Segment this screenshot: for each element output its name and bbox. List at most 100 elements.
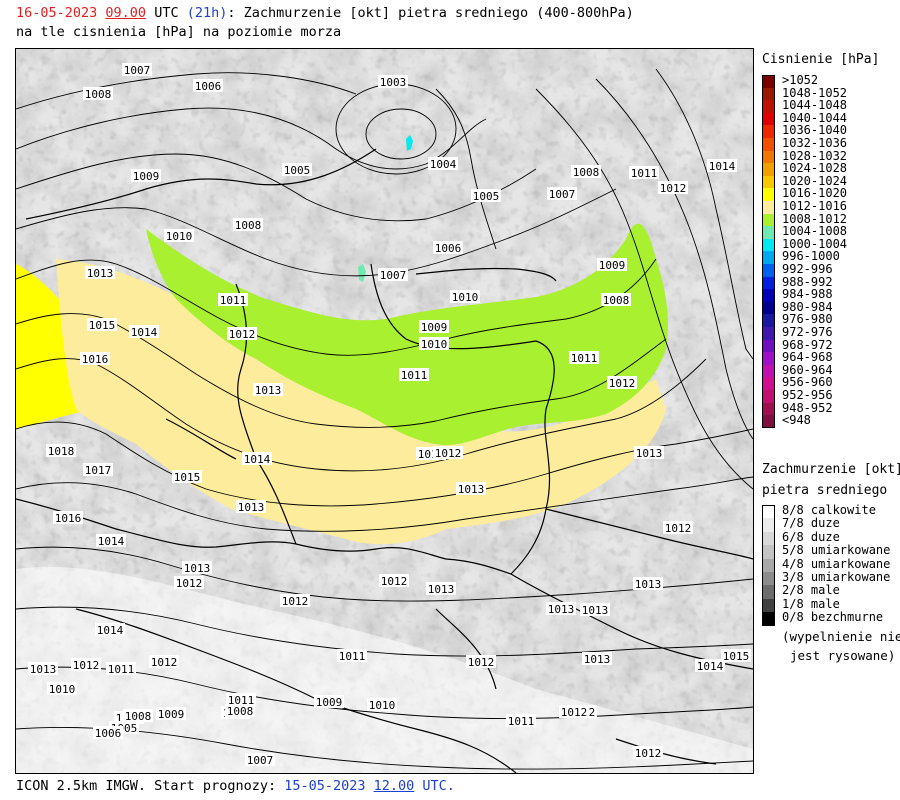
isobar-label: 1008 [571,165,601,179]
pressure-legend-label: 948-952 [782,400,833,415]
isobar-label-box [28,662,58,675]
pressure-legend-swatch [762,188,775,201]
isobar-label-text: 1014 [98,535,125,548]
isobar-label-text: 1012 [151,656,178,669]
isobar-label: 1011 [337,649,367,663]
isobar-label-box [721,649,751,662]
isobar-label-box [227,327,257,340]
isobar-label-box [280,594,310,607]
isobar-label: 1010 [47,682,77,696]
pressure-legend-label: 1020-1024 [782,173,848,188]
isobar-label-box [149,655,179,668]
pressure-legend-label: 976-980 [782,312,833,327]
isobar-label-text: 1012 [435,447,462,460]
cloud-legend-swatch [762,558,775,572]
isobar-label-text: 1006 [95,727,122,740]
cloud-legend-subtitle: pietra sredniego [762,483,888,498]
pressure-legend-item: 956-960 [762,375,900,390]
isobar-label-box [337,649,367,662]
isobar-label-text: 1014 [97,624,124,637]
isobar-label: 1006 [193,79,223,93]
isobar-label-text: 1012 [609,377,636,390]
cloud-legend-label: 2/8 male [782,583,840,598]
cloud-legend-item: 0/8 bezchmurne [762,611,900,626]
footer-prefix: ICON 2.5km IMGW. Start prognozy: [16,778,285,794]
pressure-legend-item: 952-956 [762,388,900,403]
cloud-legend-item: 4/8 umiarkowane [762,557,900,572]
pressure-legend-item: 988-992 [762,275,900,290]
start-time: 12.00 [373,778,415,794]
isobar-label-text: 1012 [561,706,588,719]
isobar-label-box [419,320,449,333]
isobar-label-box [629,166,659,179]
isobar-label-text: 1012 [381,575,408,588]
lead-open: ( [186,5,195,21]
cloud-legend-label: 5/8 umiarkowane [782,543,891,558]
cloud-legend-title: Zachmurzenie [okt] [762,462,900,477]
isobar-label-text: 1007 [549,188,576,201]
cloud-legend-item: 1/8 male [762,597,900,613]
pressure-legend-label: 952-956 [782,388,833,402]
isobar-label: 1017 [83,463,113,477]
isobar-label: 1008 [233,218,263,232]
forecast-map[interactable]: 1007 1008 1006 1003 1005 1004 1005 1007 1008 1011… [15,48,754,774]
isobar-label: 1009 [597,258,627,272]
isobar-label: 1015 [172,470,202,484]
pressure-legend-item: 992-996 [762,263,900,277]
isobar-label-box [658,181,688,194]
isobar-label: 1004 [428,157,458,171]
isobar-label-box [506,714,536,727]
isobar-label: 1008 [601,293,631,307]
pressure-legend-label: 980-984 [782,299,833,314]
pressure-legend-swatch [762,125,775,138]
isobar-label-text: 1004 [430,158,457,171]
isobar-label-box [569,351,599,364]
isobar-label-text: 1010 [421,338,448,351]
isobar-label-box [164,229,194,242]
isobars [16,68,753,770]
isobar-label-text: 1013 [636,447,663,460]
isobar-label-text: 1009 [316,696,343,709]
isobar-label-box [123,709,153,722]
valid-time: 09.00 [105,5,147,21]
pressure-legend-label: 956-960 [782,375,833,390]
pressure-legend-item: 1008-1012 [762,212,900,227]
lead-time: 21h [194,5,220,21]
isobar-label-text: 1014 [697,660,724,673]
cloud-legend-label: 8/8 calkowite [782,503,876,517]
pressure-legend-swatch [762,364,775,378]
isobar-label-text: 1010 [166,230,193,243]
isobar-label-text: 1005 [473,190,500,203]
pressure-legend-label: 1028-1032 [782,148,848,163]
isobar-label-text: 1008 [85,88,112,101]
pressure-legend-swatch [762,390,775,403]
isobar-label-box [607,376,637,389]
isobar-label: 1010 [419,337,449,351]
isobar-label-box [471,189,501,202]
pressure-legend-item: 1016-1020 [762,187,900,201]
isobar-label-box [253,383,283,396]
isobar-label-box [233,218,263,231]
isobar-label-text: 1006 [195,80,222,93]
pressure-legend-item: 1028-1032 [762,148,900,164]
cloud-legend-swatch [762,505,775,519]
isobar-label-box [182,561,212,574]
isobar-label-box [367,698,397,711]
isobar-label-text: 1011 [571,352,598,365]
pressure-legend-item: 1036-1040 [762,124,900,138]
isobar-label-text: 1016 [82,353,109,366]
pressure-legend-swatch [762,289,775,302]
isobar-label-box [129,325,159,338]
pressure-legend-item: 964-968 [762,351,900,365]
isobar-label-box [559,705,589,718]
pressure-legend-label: 1032-1036 [782,136,848,150]
isobar-label: 1013 [236,500,266,514]
isobar-label: 1011 [218,293,248,307]
isobar-label: 1009 [314,695,344,709]
isobar-label: 1014 [242,452,272,466]
isobar-label-text: 1013 [255,384,282,397]
pressure-area-1004-1008 [358,264,366,282]
isobar-label: 1012 [227,327,257,341]
isobar-label: 1011 [629,166,659,180]
isobar-label-box [601,293,631,306]
